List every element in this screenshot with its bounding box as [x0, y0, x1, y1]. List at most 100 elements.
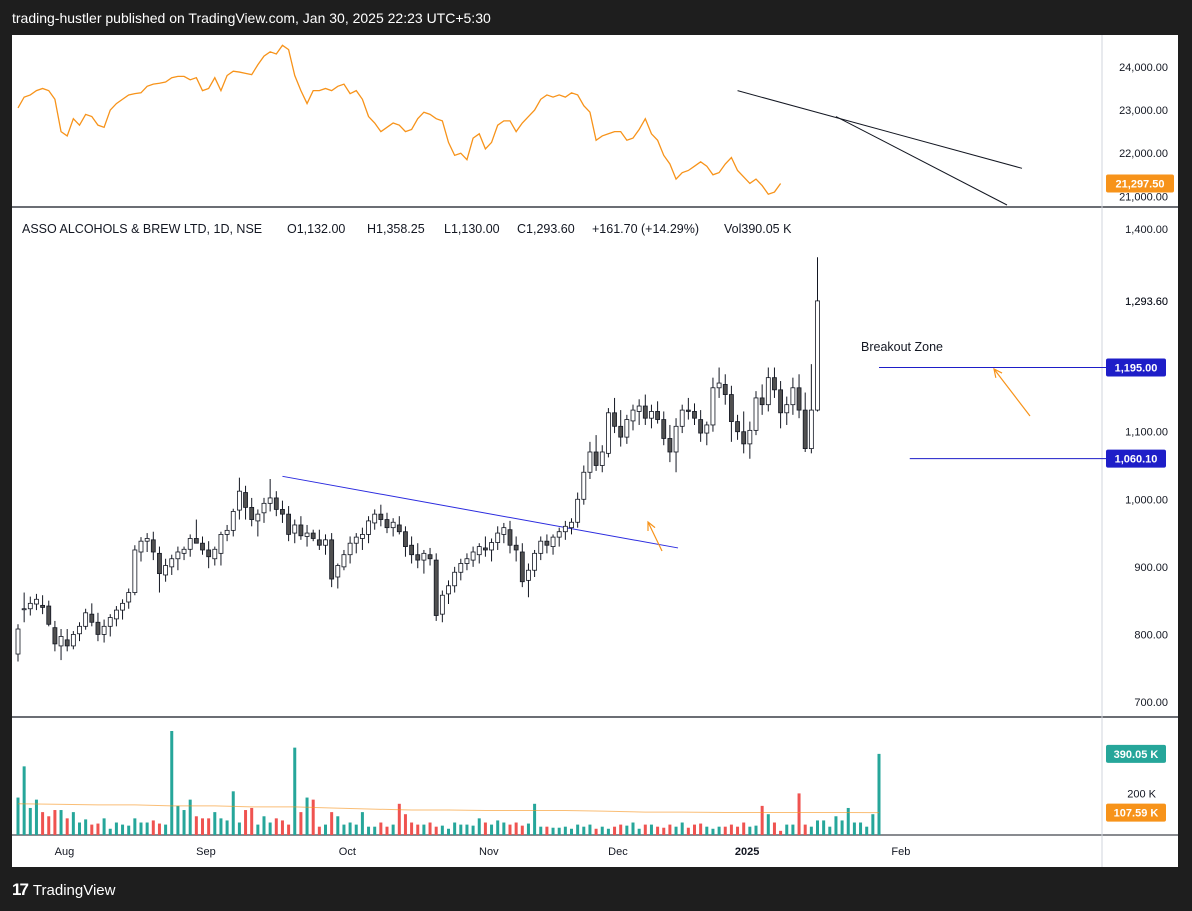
- volume-bar: [237, 822, 241, 835]
- candle-body: [27, 602, 33, 610]
- volume-bar: [797, 793, 801, 835]
- volume-bar: [145, 822, 149, 835]
- volume-bar: [256, 824, 260, 835]
- volume-bar: [348, 822, 352, 835]
- candle-body: [759, 397, 765, 406]
- volume-bar: [34, 799, 38, 835]
- candle-body: [329, 539, 335, 580]
- legend-item-3: L1,130.00: [444, 222, 500, 236]
- candle-body: [667, 438, 673, 453]
- candle-body: [673, 425, 679, 453]
- volume-bar: [785, 824, 789, 835]
- candle-body: [255, 513, 261, 522]
- candle-body: [618, 425, 624, 438]
- volume-bar: [772, 822, 776, 835]
- tradingview-logo[interactable]: 17 TradingView: [12, 878, 115, 902]
- candle-body: [280, 509, 285, 515]
- volume-bar: [47, 816, 51, 835]
- volume-bar: [194, 816, 198, 835]
- candle-body: [52, 627, 58, 645]
- index-trendline-upper: [737, 90, 1023, 169]
- volume-bar: [877, 753, 881, 835]
- candle-body: [384, 519, 390, 529]
- candle-body: [685, 409, 691, 412]
- volume-bar: [90, 824, 94, 835]
- zone-breakout-arrow-head: [993, 367, 1003, 378]
- volume-current-tag: [1106, 744, 1166, 763]
- volume-bar: [754, 825, 758, 835]
- volume-bar: [447, 828, 450, 835]
- volume-bar: [588, 824, 592, 835]
- volume-bar: [65, 818, 69, 835]
- price-axis-tick-label: 1,000.00: [1125, 494, 1168, 506]
- volume-bar: [268, 822, 272, 835]
- volume-bar: [606, 828, 610, 835]
- candle-body: [507, 529, 513, 546]
- volume-bar: [157, 823, 161, 835]
- volume-bar: [717, 826, 721, 835]
- volume-bar: [582, 826, 586, 835]
- candle-body: [470, 551, 476, 561]
- legend-item-0: ASSO ALCOHOLS & BREW LTD, 1D, NSE: [22, 222, 262, 236]
- volume-bar: [385, 826, 389, 835]
- volume-bar: [465, 824, 469, 835]
- volume-bar: [287, 824, 291, 835]
- candle-body: [261, 502, 267, 514]
- candle-body: [704, 424, 710, 434]
- volume-bar: [96, 823, 100, 835]
- publisher-header: trading-hustler published on TradingView…: [12, 10, 491, 26]
- candle-body: [390, 521, 396, 529]
- candle-body: [107, 617, 113, 627]
- volume-bar: [502, 822, 506, 835]
- volume-bar: [643, 824, 647, 835]
- chart-svg[interactable]: 24,000.00 23,000.00 22,000.00 21,000.0021,2…: [12, 35, 1178, 867]
- volume-bar: [367, 826, 371, 835]
- price-axis-tick-label: 900.00: [1134, 562, 1168, 574]
- volume-bar: [114, 822, 118, 835]
- index-axis-tick-label: 23,000.00: [1119, 105, 1168, 117]
- volume-bar: [686, 827, 690, 835]
- volume-bar: [280, 820, 284, 835]
- candle-body: [722, 384, 728, 395]
- time-axis-label-Dec: Dec: [608, 846, 628, 858]
- candle-body: [815, 300, 820, 411]
- volume-bar: [274, 818, 278, 835]
- price-tag-0: [1106, 358, 1166, 377]
- volume-bar: [139, 822, 143, 835]
- volume-bar: [133, 818, 137, 835]
- volume-bar: [440, 825, 444, 835]
- volume-bar: [170, 731, 174, 835]
- candle-body: [157, 552, 162, 575]
- volume-ma-label: 107.59 K: [1114, 808, 1159, 820]
- trendline-breakout-arrow-head: [647, 520, 656, 532]
- candle-body: [359, 534, 365, 539]
- zone-breakout-arrow: [993, 367, 1031, 417]
- candle-body: [230, 511, 236, 531]
- trendline-breakout-arrow: [647, 520, 663, 552]
- volume-bar: [533, 803, 537, 835]
- tradingview-brand-label: TradingView: [32, 881, 116, 899]
- volume-bar: [545, 826, 549, 835]
- candle-body: [323, 539, 328, 546]
- candle-body: [790, 387, 796, 406]
- volume-bar: [164, 824, 168, 835]
- descending-trendline: [282, 475, 679, 549]
- volume-bar: [354, 824, 358, 835]
- legend-item-6: Vol390.05 K: [724, 222, 792, 236]
- candle-body: [114, 609, 119, 620]
- volume-bar: [846, 807, 850, 835]
- candle-body: [778, 389, 783, 414]
- volume-ma-tag: [1106, 803, 1166, 822]
- candle-body: [612, 412, 617, 427]
- candle-body: [95, 621, 101, 635]
- index-current-label: 21,297.50: [1116, 179, 1165, 191]
- tradingview-logo-icon: 17: [12, 880, 29, 899]
- candle-body: [593, 451, 599, 466]
- volume-bar: [852, 822, 856, 835]
- volume-bar: [822, 820, 826, 835]
- candle-body: [316, 539, 322, 546]
- candle-body: [21, 608, 27, 611]
- chart-area[interactable]: 24,000.00 23,000.00 22,000.00 21,000.00 21,2…: [12, 35, 1178, 867]
- candle-body: [439, 594, 445, 615]
- volume-bar: [299, 812, 303, 835]
